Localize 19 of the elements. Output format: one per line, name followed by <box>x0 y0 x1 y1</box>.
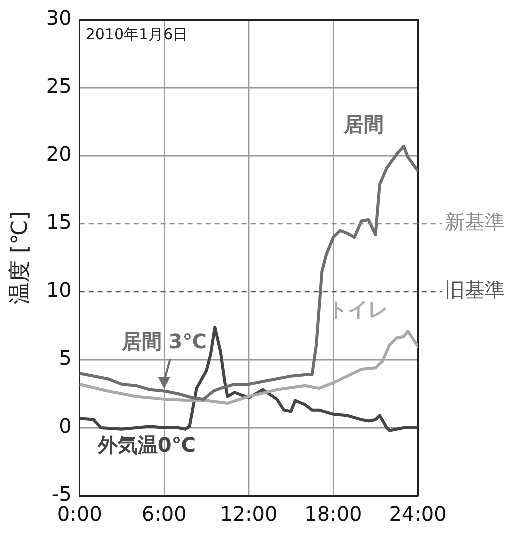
y-axis-title: 温度 [℃] <box>8 212 33 304</box>
y-tick-label: 25 <box>46 74 72 98</box>
x-tick-label: 24:00 <box>389 502 447 526</box>
annotation: 2010年1月6日 <box>86 25 188 44</box>
ref-line-label: 新基準 <box>445 210 505 234</box>
series-label: トイレ <box>328 298 388 322</box>
x-tick-label: 6:00 <box>142 502 187 526</box>
series-label: 外気温0℃ <box>96 432 196 457</box>
x-tick-label: 12:00 <box>220 502 278 526</box>
x-tick-label: 18:00 <box>304 502 362 526</box>
y-tick-label: 5 <box>59 346 72 370</box>
y-tick-label: 10 <box>46 278 72 302</box>
y-tick-label: 20 <box>46 142 72 166</box>
y-tick-label: 30 <box>46 6 72 30</box>
y-tick-label: 15 <box>46 210 72 234</box>
ref-line-label: 旧基準 <box>445 278 505 302</box>
y-tick-label: 0 <box>59 414 72 438</box>
annotation: 居間 3℃ <box>120 329 207 354</box>
series-label: 居間 <box>342 112 384 137</box>
